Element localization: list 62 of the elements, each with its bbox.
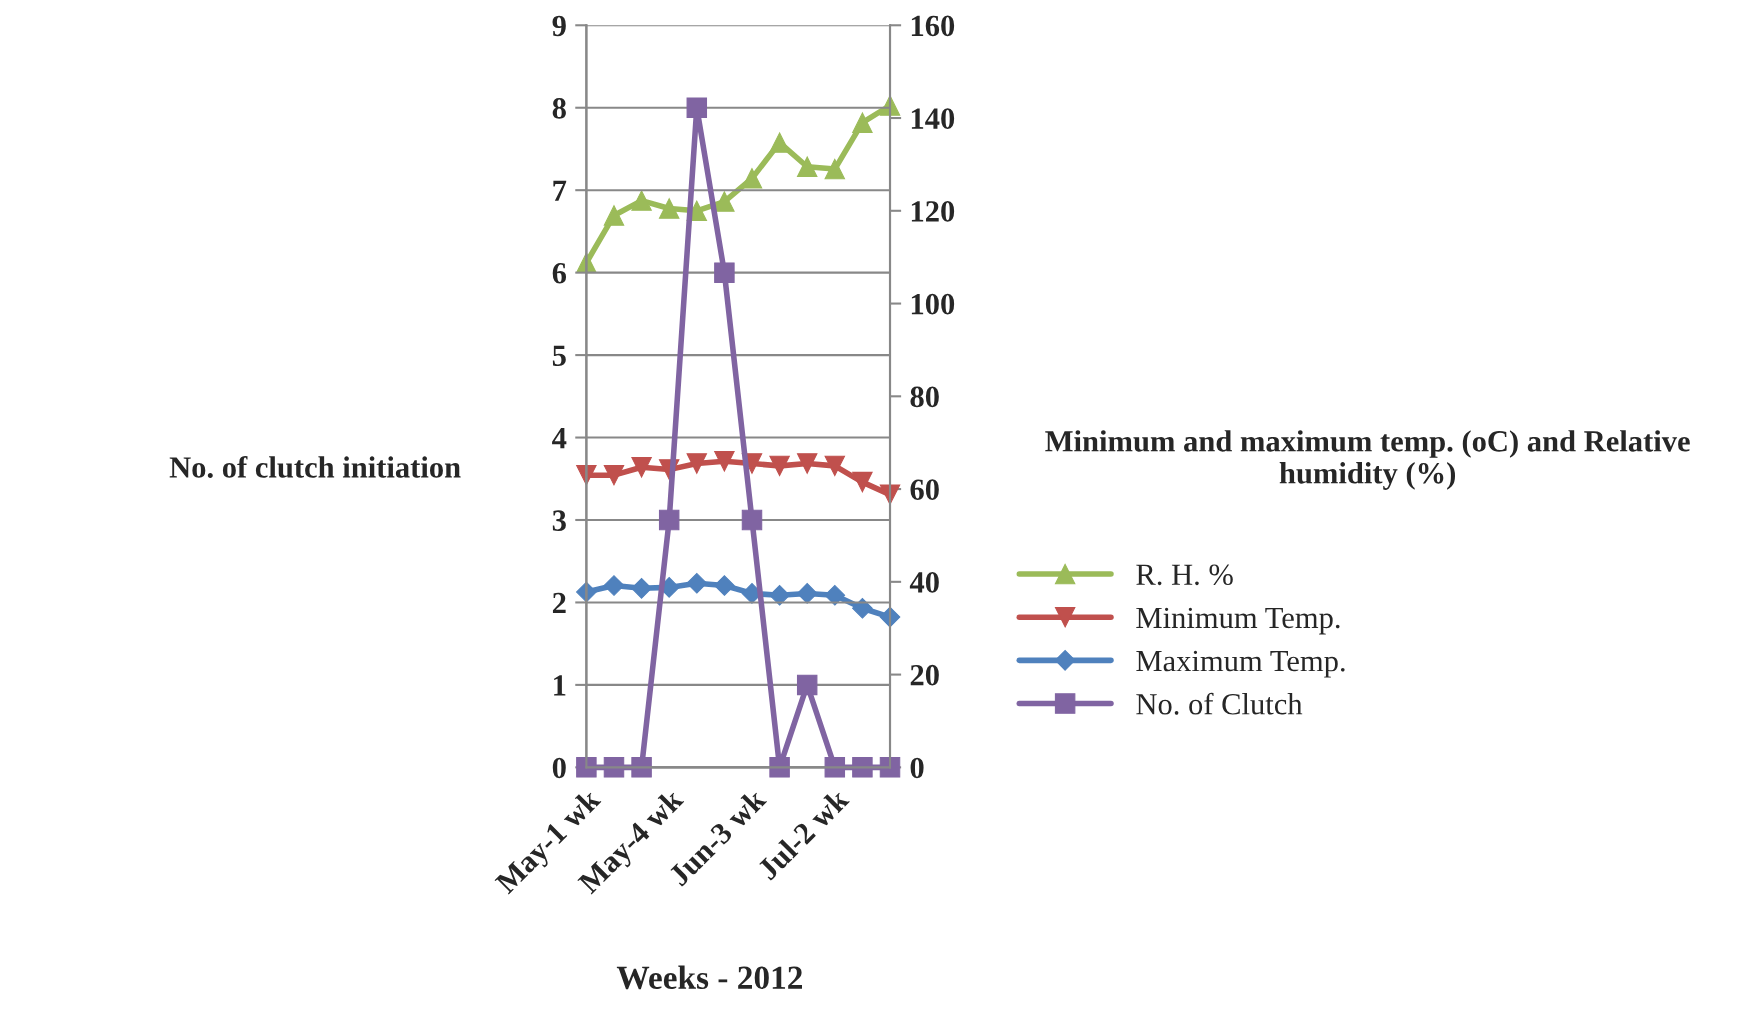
y-tick-label: 3: [552, 510, 566, 531]
point: [852, 757, 873, 778]
y2-axis-title: Minimum and maximum temp. (oC) and Relative humidity (%): [1045, 430, 1690, 490]
y-axis-title: No. of clutch initiation: [169, 455, 461, 478]
point: [852, 112, 873, 133]
legend-label: Maximum Temp.: [1136, 650, 1345, 678]
point: [603, 575, 625, 596]
point: [769, 455, 790, 477]
point: [631, 457, 652, 478]
point: [631, 757, 652, 778]
point: [852, 471, 873, 493]
point: [769, 757, 790, 778]
y2-tick-label: 160: [911, 15, 955, 37]
x-axis-title: Weeks - 2012: [616, 965, 802, 990]
y-tick-label: 4: [552, 428, 567, 449]
point: [796, 156, 818, 177]
point: [714, 575, 735, 596]
point: [603, 464, 625, 486]
legend-label: R. H. %: [1136, 564, 1233, 586]
y2-tick-label: 100: [911, 293, 955, 315]
point: [769, 584, 790, 606]
point: [796, 674, 818, 696]
point: [824, 584, 846, 606]
point: [741, 509, 763, 531]
point: [741, 168, 763, 189]
y2-tick-label: 80: [910, 386, 939, 408]
point: [796, 453, 818, 474]
point: [603, 757, 625, 778]
point: [852, 597, 873, 619]
point: [631, 190, 652, 211]
y2-tick-label: 120: [911, 201, 955, 222]
point: [879, 484, 901, 505]
y-tick-label: 2: [552, 592, 566, 614]
point: [714, 451, 735, 472]
point: [603, 205, 625, 226]
point: [686, 453, 708, 474]
point: [796, 583, 818, 604]
y-tick-label: 7: [553, 180, 567, 201]
y-tick-label: 1: [554, 675, 566, 696]
y-tick-label: 9: [552, 15, 566, 37]
y2-tick-label: 40: [909, 572, 939, 593]
point: [686, 97, 708, 118]
y-tick-label: 6: [552, 263, 567, 284]
y-tick-label: 8: [552, 98, 566, 119]
point: [658, 198, 680, 219]
y2-tick-label: 140: [911, 108, 955, 129]
point: [658, 509, 680, 531]
legend-label: Minimum Temp.: [1136, 607, 1340, 635]
point: [824, 757, 846, 778]
point: [769, 132, 790, 153]
point: [824, 455, 846, 477]
point: [686, 572, 708, 594]
point: [631, 577, 652, 599]
y2-tick-label: 0: [910, 757, 924, 779]
point: [824, 158, 846, 180]
y-tick-label: 0: [552, 757, 566, 779]
y2-tick-label: 60: [910, 479, 939, 500]
point: [714, 191, 735, 212]
legend-label: No. of Clutch: [1136, 692, 1303, 715]
y-tick-label: 5: [552, 345, 566, 366]
point: [714, 262, 735, 283]
y2-tick-label: 20: [910, 664, 939, 686]
